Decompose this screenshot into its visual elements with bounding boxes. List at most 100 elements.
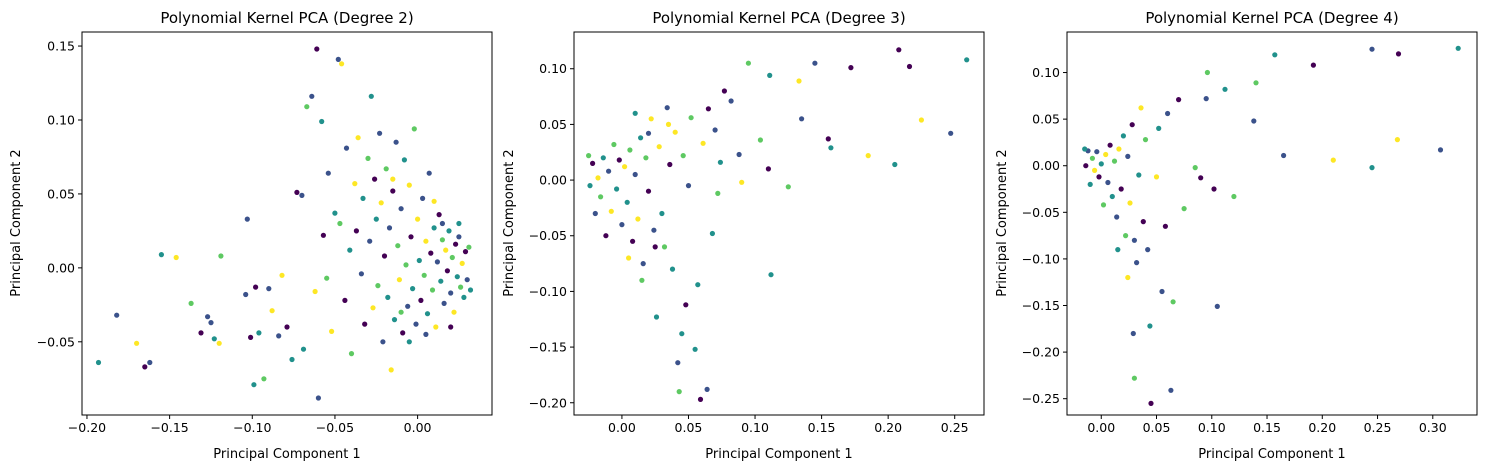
scatter-point [651,227,657,233]
scatter-point [365,155,371,161]
scatter-point [1092,167,1098,173]
y-tick-label: 0.05 [539,117,567,132]
scatter-point [643,155,649,161]
scatter-point [948,130,954,136]
scatter-point [390,188,396,194]
scatter-point [1123,233,1129,239]
x-tick-label: 0.20 [1308,420,1336,435]
scatter-point [360,195,366,201]
scatter-point [248,334,254,340]
scatter-point [243,291,249,298]
scatter-point [812,60,818,66]
scatter-point [1131,237,1137,243]
axes-frame [1066,31,1478,416]
scatter-point [635,216,641,222]
scatter-point [796,78,802,84]
x-tick-label: 0.05 [1143,420,1171,435]
scatter-point [667,161,673,168]
panel-title: Polynomial Kernel PCA (Degree 3) [652,9,905,27]
y-tick-label: 0.10 [47,112,75,127]
scatter-point [347,247,353,253]
scatter-point [342,297,348,303]
y-tick-label: 0.15 [47,39,75,54]
scatter-point [1211,186,1217,192]
y-tick-label: −0.20 [1022,345,1060,360]
scatter-point [1115,247,1121,253]
scatter-point [739,179,745,185]
scatter-points [1082,45,1461,406]
scatter-point [1118,186,1124,192]
scatter-point [216,340,222,346]
scatter-point [785,184,791,190]
scatter-point [466,244,472,250]
x-tick-label: −0.15 [150,420,188,435]
scatter-point [294,189,300,195]
scatter-point [410,286,416,292]
scatter-point [251,382,257,388]
scatter-point [1103,151,1109,158]
scatter-point [592,210,598,217]
y-tick-label: 0.10 [1032,65,1060,80]
scatter-point [598,194,604,200]
scatter-point [892,161,898,168]
scatter-point [424,311,431,317]
scatter-point [656,144,662,150]
scatter-point [1369,165,1375,171]
scatter-point [1251,118,1257,124]
scatter-point [386,225,393,231]
scatter-point [377,130,383,136]
x-tick-label: −0.20 [68,420,106,435]
scatter-point [765,166,772,172]
scatter-point [1109,193,1115,200]
scatter-point [1107,142,1113,148]
x-tick-label: 0.00 [404,420,432,435]
x-tick-label: 0.15 [808,420,836,435]
scatter-point [395,243,401,249]
scatter-point [114,312,120,318]
scatter-point [1153,174,1160,180]
scatter-point [1094,149,1100,155]
panel-degree-3: Polynomial Kernel PCA (Degree 3) Princip… [502,9,985,462]
y-axis-label: Principal Component 2 [502,149,517,296]
scatter-point [388,367,394,373]
scatter-point [1114,214,1120,220]
scatter-point [757,137,764,143]
x-tick-label: 0.30 [1419,420,1447,435]
scatter-point [329,328,335,334]
scatter-point [411,126,417,132]
scatter-point [606,168,612,174]
scatter-point [429,287,436,293]
scatter-point [652,244,658,250]
scatter-point [1083,163,1089,169]
panel-degree-2: Polynomial Kernel PCA (Degree 2) Princip… [9,9,493,462]
scatter-point [423,238,429,244]
scatter-point [372,176,378,182]
scatter-point [1089,155,1095,161]
scatter-point [1330,157,1336,163]
scatter-point [683,302,689,308]
x-tick-label: −0.10 [233,420,271,435]
scatter-point [352,181,358,187]
scatter-point [198,330,204,336]
scatter-point [648,116,654,122]
scatter-point [675,360,681,366]
scatter-point [1192,165,1198,171]
scatter-point [659,210,665,217]
scatter-point [188,300,194,306]
scatter-point [688,115,694,121]
scatter-point [454,274,460,280]
scatter-point [697,396,704,402]
y-axis-label: Principal Component 2 [995,149,1010,296]
scatter-point [1231,193,1237,200]
scatter-point [299,192,305,198]
scatter-point [1369,46,1375,52]
scatter-point [456,220,462,227]
scatter-point [315,395,321,401]
scatter-point [398,206,404,212]
y-axis-label: Principal Component 2 [9,149,24,296]
x-tick-label: 0.10 [741,420,769,435]
scatter-point [669,266,676,272]
scatter-point [467,287,474,293]
scatter-point [614,186,620,192]
scatter-point [1222,86,1228,92]
